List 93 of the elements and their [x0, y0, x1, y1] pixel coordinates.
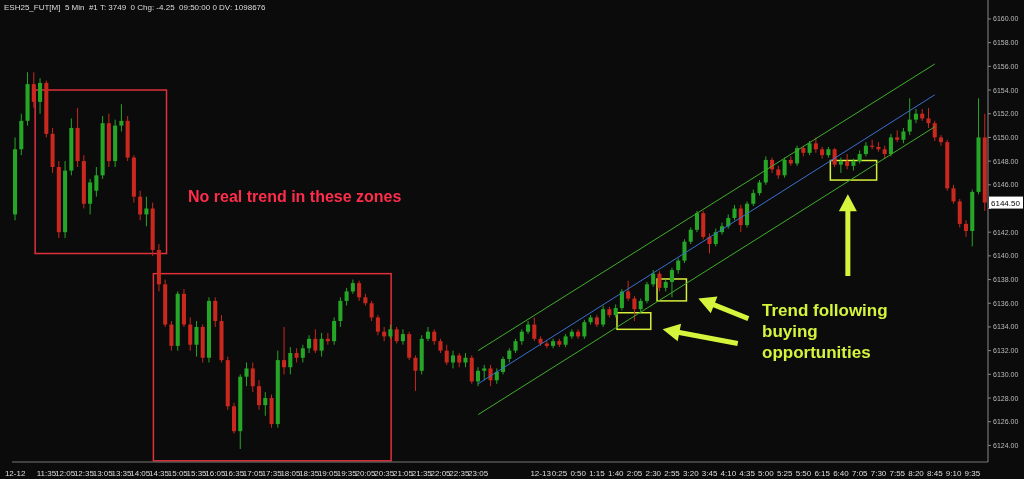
candlestick	[244, 361, 249, 387]
candlestick	[375, 314, 380, 336]
x-tick-label: 6:15	[814, 468, 831, 478]
candlestick	[619, 288, 624, 311]
candlestick	[782, 157, 787, 179]
x-tick-label: 12-12	[4, 468, 26, 478]
candlestick	[31, 71, 36, 109]
candlestick	[813, 136, 818, 154]
candlestick	[169, 320, 174, 352]
candlestick	[257, 379, 262, 411]
candlestick	[745, 200, 750, 228]
x-tick-label: 12-13	[530, 468, 552, 478]
annotation: Trend following buying opportunities	[762, 300, 889, 363]
candlestick	[820, 146, 825, 160]
x-tick-label: 8:20	[908, 468, 925, 478]
candlestick	[838, 157, 843, 174]
candlestick	[250, 361, 255, 393]
candlestick	[407, 331, 412, 361]
candlestick	[194, 320, 199, 358]
candlestick	[263, 391, 268, 417]
x-tick-label: 9:35	[964, 468, 981, 478]
candlestick	[526, 320, 531, 335]
candlestick	[213, 296, 218, 328]
x-tick-label: 0:25	[551, 468, 568, 478]
candlestick	[138, 190, 143, 221]
candlestick	[907, 97, 912, 136]
candlestick	[951, 184, 956, 205]
x-tick-label: 5:50	[795, 468, 812, 478]
candlestick	[845, 153, 850, 170]
x-tick-label: 0:50	[570, 468, 587, 478]
candlestick	[707, 232, 712, 255]
candlestick	[313, 328, 318, 354]
candlestick	[469, 354, 474, 385]
x-tick-label: 7:30	[870, 468, 887, 478]
x-tick-label: 7:55	[889, 468, 906, 478]
candlestick	[38, 77, 43, 115]
candlestick	[632, 295, 637, 322]
candlestick	[701, 210, 706, 240]
x-tick-label: 8:45	[927, 468, 944, 478]
x-tick-label: 4:35	[739, 468, 756, 478]
candlestick	[88, 178, 93, 215]
x-tick-label: 2:55	[664, 468, 681, 478]
candlestick	[444, 344, 449, 366]
x-tick-label: 23:05	[468, 468, 489, 478]
x-tick-label: 2:30	[645, 468, 662, 478]
candlestick	[938, 134, 944, 147]
candlestick	[888, 133, 893, 157]
candlestick	[657, 270, 662, 292]
x-tick-label: 4:10	[720, 468, 737, 478]
candlestick	[369, 300, 374, 322]
annotation: 6144.50	[991, 198, 1021, 208]
annotation: No real trend in these zones	[188, 187, 403, 207]
x-tick-label: 1:15	[589, 468, 606, 478]
candlestick	[425, 326, 430, 342]
candlestick	[144, 196, 149, 227]
candlestick	[188, 316, 193, 352]
candlestick	[694, 210, 700, 233]
candlestick	[357, 280, 362, 302]
x-tick-label: 3:20	[683, 468, 700, 478]
x-tick-label: 6:40	[833, 468, 850, 478]
candlestick	[332, 316, 337, 346]
candlestick	[119, 103, 124, 132]
candlestick	[413, 354, 418, 392]
candlestick	[282, 326, 287, 375]
x-tick-label: 5:25	[776, 468, 793, 478]
candlestick	[682, 238, 687, 264]
candlestick	[338, 296, 343, 328]
candlestick	[400, 328, 405, 346]
candlestick	[288, 346, 293, 375]
candlestick	[319, 332, 324, 358]
candlestick	[926, 107, 931, 129]
candlestick	[669, 267, 674, 298]
x-tick-label: 1:40	[607, 468, 625, 478]
x-tick-label: 2:05	[626, 468, 643, 478]
candlestick	[601, 305, 606, 328]
candlestick	[450, 350, 456, 369]
candlestick	[582, 319, 587, 340]
x-tick-label: 3:45	[701, 468, 718, 478]
candlestick	[532, 316, 537, 342]
x-tick-label: 9:10	[945, 468, 962, 478]
candlestick	[738, 204, 743, 233]
chart-title: ESH25_FUT[M] 5 Min #1 T: 3749 0 Chg: -4.25 09:50:00 0 DV: 1098676	[4, 3, 266, 12]
candlestick	[94, 166, 99, 198]
candlestick	[913, 108, 918, 124]
candlestick	[475, 366, 481, 387]
x-tick-label: 7:05	[851, 468, 869, 478]
candlestick	[644, 281, 649, 304]
candlestick	[963, 219, 969, 238]
candlestick	[626, 280, 631, 302]
candlestick	[307, 334, 312, 354]
x-tick-label: 11:35	[36, 468, 57, 478]
candlestick	[957, 198, 962, 228]
x-tick-label: 5:00	[758, 468, 775, 478]
